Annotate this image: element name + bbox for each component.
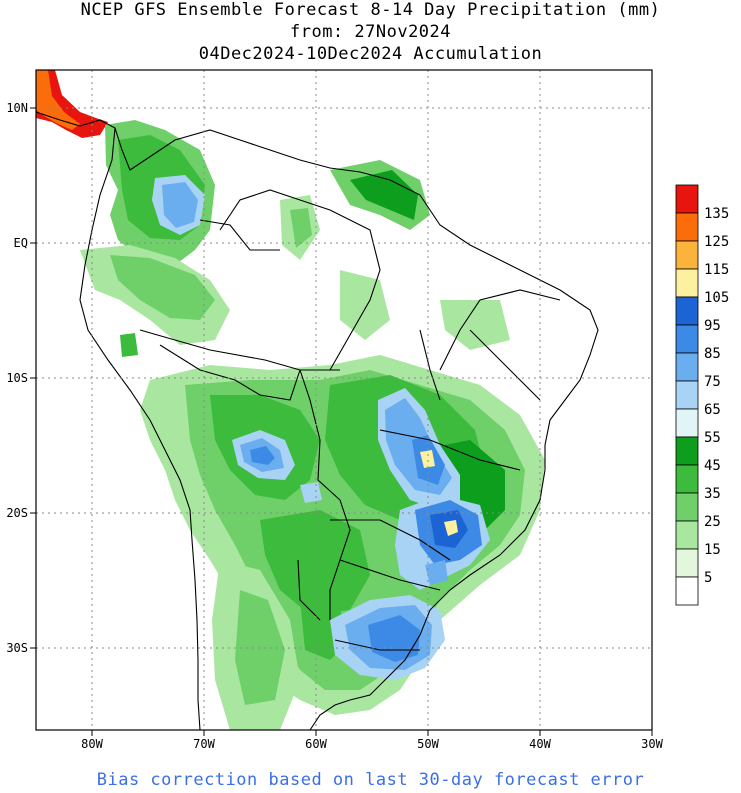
legend-label: 85 (704, 346, 721, 362)
legend-label: 65 (704, 402, 721, 418)
legend-swatch (675, 520, 699, 550)
footer-note: Bias correction based on last 30-day for… (96, 770, 645, 790)
legend-swatch (675, 380, 699, 410)
legend-label: 25 (704, 514, 721, 530)
lon-label-30w: 30W (641, 737, 663, 751)
legend-swatch (675, 212, 699, 242)
lon-label-60w: 60W (305, 737, 327, 751)
legend-swatch (675, 492, 699, 522)
legend-swatch (675, 324, 699, 354)
legend-label: 55 (704, 430, 721, 446)
legend-swatch (675, 464, 699, 494)
legend-label: 45 (704, 458, 721, 474)
legend-swatch (675, 436, 699, 466)
lat-label-10n: 10N (6, 101, 28, 115)
legend-label: 95 (704, 318, 721, 334)
grid (36, 70, 652, 730)
legend-swatch (675, 240, 699, 270)
legend-swatch (675, 184, 699, 214)
legend-label: 135 (704, 206, 729, 222)
lat-label-20s: 20S (6, 506, 28, 520)
legend-label: 115 (704, 262, 729, 278)
legend-swatch (675, 408, 699, 438)
legend-label: 125 (704, 234, 729, 250)
lon-label-50w: 50W (417, 737, 439, 751)
title-line-2: from: 27Nov2024 (289, 22, 452, 42)
lon-label-70w: 70W (193, 737, 215, 751)
lat-label-30s: 30S (6, 641, 28, 655)
legend-label: 75 (704, 374, 721, 390)
legend-label: 35 (704, 486, 721, 502)
color-legend: 135 125 115 105 95 85 75 65 55 45 35 25 15 5 (675, 184, 729, 606)
title-line-3: 04Dec2024-10Dec2024 Accumulation (198, 44, 543, 64)
precip-field (36, 70, 652, 730)
coastlines (36, 111, 599, 730)
legend-swatch (675, 576, 699, 606)
legend-swatch (675, 548, 699, 578)
lon-labels: 80W 70W 60W 50W 40W 30W (81, 737, 663, 751)
legend-label: 105 (704, 290, 729, 306)
legend-label: 5 (704, 570, 712, 586)
lat-labels: 10N EQ 10S 20S 30S (6, 101, 28, 655)
lon-label-80w: 80W (81, 737, 103, 751)
legend-swatch (675, 296, 699, 326)
legend-swatch (675, 352, 699, 382)
lon-label-40w: 40W (529, 737, 551, 751)
map-frame (35, 69, 653, 731)
legend-swatch (675, 268, 699, 298)
legend-label: 15 (704, 542, 721, 558)
lat-label-eq: EQ (14, 236, 28, 250)
title-line-1: NCEP GFS Ensemble Forecast 8-14 Day Prec… (80, 0, 661, 20)
lat-label-10s: 10S (6, 371, 28, 385)
